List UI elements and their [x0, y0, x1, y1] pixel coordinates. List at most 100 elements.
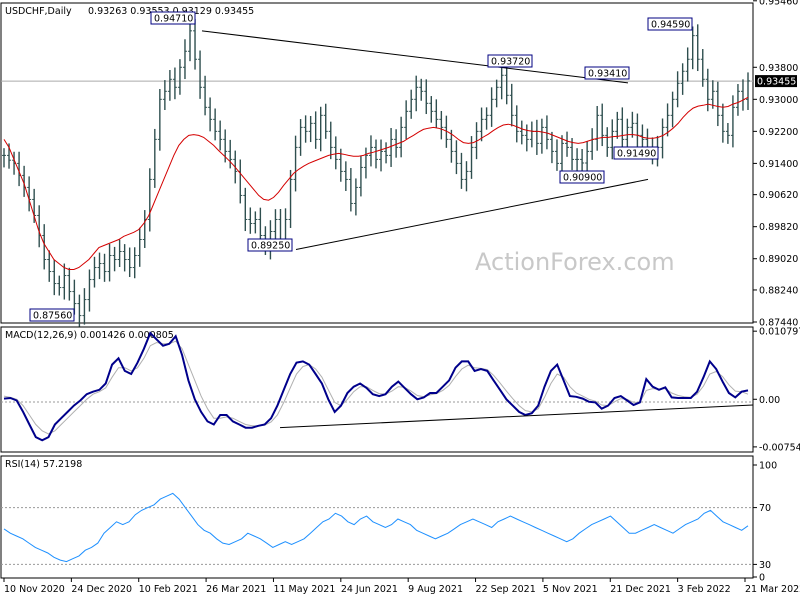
rsi-y-tick-label: 70 [759, 503, 771, 514]
price-bar [605, 127, 610, 157]
price-bar [353, 178, 358, 216]
price-bar [695, 24, 700, 72]
price-bar [208, 97, 213, 132]
x-tick-label: 10 Feb 2021 [139, 584, 198, 595]
price-y-tick-label: 0.87440 [759, 318, 798, 329]
price-bar [746, 72, 750, 111]
price-bar [710, 80, 715, 109]
price-bar [394, 129, 399, 158]
price-annotation: 0.93720 [487, 54, 533, 68]
price-annotation: 0.89250 [247, 238, 293, 252]
price-bar [715, 81, 720, 127]
macd-trendline [279, 404, 754, 429]
lower-trendline [295, 178, 649, 250]
price-bar [459, 152, 464, 189]
price-bar [419, 78, 424, 101]
price-bar [544, 115, 549, 150]
rsi-layer [1, 492, 753, 565]
price-bar [575, 148, 580, 171]
price-bar [524, 124, 529, 152]
price-bar [102, 253, 107, 282]
price-bar [509, 83, 514, 127]
price-annotation: 0.90900 [559, 170, 605, 184]
price-bar [700, 49, 705, 87]
price-bar [2, 148, 6, 168]
price-bar [630, 111, 635, 138]
price-bar [560, 135, 564, 176]
x-tick-label: 10 Nov 2020 [4, 584, 65, 595]
price-bar [52, 259, 57, 296]
moving-average-line [3, 96, 749, 270]
price-bar [665, 103, 670, 137]
price-bar [429, 96, 434, 123]
price-annotation: 0.87560 [29, 308, 75, 322]
price-bar [273, 209, 278, 241]
rsi-panel-frame [0, 455, 754, 579]
price-bar [57, 275, 62, 296]
price-bar [489, 87, 494, 127]
price-bar [625, 118, 630, 150]
price-annotation: 0.94710 [150, 11, 196, 25]
price-y-tick-label: 0.90620 [759, 190, 798, 201]
price-bar [414, 75, 419, 112]
price-bar [640, 124, 645, 148]
price-bar [358, 155, 363, 197]
price-y-tick-label: 0.89020 [759, 254, 798, 265]
price-bar [298, 119, 303, 156]
price-bar [328, 121, 333, 160]
price-annotation: 0.94590 [647, 17, 693, 31]
x-tick-label: 3 Feb 2022 [678, 584, 731, 595]
price-bar [62, 263, 67, 300]
price-y-tick-label: 0.95460 [759, 0, 798, 7]
x-tick-label: 9 Aug 2021 [408, 584, 463, 595]
price-bar [484, 107, 489, 130]
price-bar [670, 91, 675, 128]
x-tick-label: 21 Mar 2022 [745, 584, 800, 595]
rsi-y-tick-label: 30 [759, 560, 771, 571]
price-y-tick-label: 0.88240 [759, 285, 798, 296]
price-bar [600, 103, 605, 147]
current-price-label: 0.93455 [757, 77, 796, 88]
axes-layer: 0.95460 0.93800 0.93000 0.92200 0.91400 0.906… [3, 0, 800, 595]
price-bar [288, 169, 293, 228]
macd-panel-frame [0, 326, 754, 453]
price-bar [172, 67, 177, 100]
price-bar [67, 267, 72, 301]
macd-line [3, 331, 749, 442]
price-y-tick-label: 0.92200 [759, 127, 798, 138]
price-bar [384, 142, 389, 164]
price-bar [570, 138, 575, 171]
macd-title: MACD(12,26,9) 0.001426 0.000805 [5, 330, 174, 341]
price-bar [77, 294, 82, 327]
watermark: ActionForex.com [475, 248, 675, 276]
annotation-label: 0.93410 [588, 69, 627, 80]
annotation-label: 0.91490 [617, 149, 656, 160]
price-bar [494, 79, 499, 108]
price-bar [595, 105, 600, 151]
price-bar [137, 227, 142, 267]
price-bar [720, 103, 725, 143]
price-bar [117, 239, 122, 267]
price-bar [464, 161, 469, 192]
price-bar [177, 59, 182, 95]
price-bar [368, 135, 373, 167]
price-bar [610, 119, 615, 160]
price-annotation: 0.93410 [584, 66, 630, 80]
price-bar [685, 47, 690, 82]
price-bar [218, 120, 223, 151]
price-bar [243, 187, 248, 232]
price-bar [348, 168, 353, 212]
price-bar [404, 100, 409, 140]
rsi-y-tick-label: 100 [759, 461, 777, 472]
price-bar [389, 127, 394, 167]
price-bar [228, 139, 233, 169]
price-bar [303, 115, 308, 143]
x-tick-label: 24 Dec 2020 [71, 584, 132, 595]
price-bar [539, 118, 544, 154]
price-bar [379, 139, 384, 172]
price-bar [127, 247, 132, 277]
price-bar [620, 107, 625, 152]
price-bar [47, 250, 52, 282]
